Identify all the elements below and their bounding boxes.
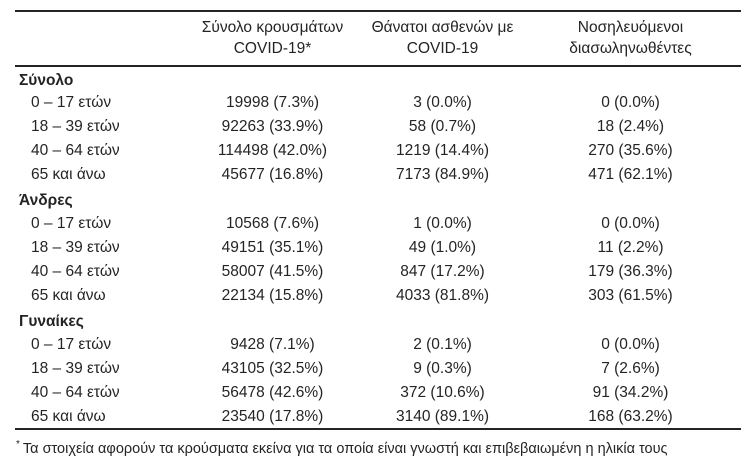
age-label: 18 – 39 ετών <box>31 360 120 377</box>
table-footnote: * Τα στοιχεία αφορούν τα κρούσματα εκείνα… <box>15 430 741 458</box>
intubated-cell: 18 (2.4%) <box>596 118 665 135</box>
group-label-total: Σύνολο <box>19 71 74 89</box>
column-header-deaths-line2: COVID-19 <box>406 40 479 57</box>
covid-age-sex-stats-table: Σύνολο κρουσμάτων COVID-19* Θάνατοι ασθε… <box>15 10 741 430</box>
table-row: 0 – 17 ετών 9428 (7.1%) 2 (0.1%) 0 (0.0%… <box>15 333 741 357</box>
cases-cell: 9428 (7.1%) <box>230 336 315 353</box>
age-label: 40 – 64 ετών <box>31 263 120 280</box>
cases-cell: 45677 (16.8%) <box>221 166 324 183</box>
column-header-intubated-line2: διασωληνωθέντες <box>569 40 692 57</box>
table-row: 65 και άνω 45677 (16.8%) 7173 (84.9%) 47… <box>15 163 741 187</box>
intubated-cell: 168 (63.2%) <box>588 407 673 425</box>
group-row-women: Γυναίκες <box>15 308 741 333</box>
column-header-intubated: Νοσηλευόμενοι διασωληνωθέντες <box>520 11 741 66</box>
deaths-cell: 3140 (89.1%) <box>395 407 490 425</box>
report-page: Σύνολο κρουσμάτων COVID-19* Θάνατοι ασθε… <box>15 10 741 458</box>
group-label-men: Άνδρες <box>19 192 73 209</box>
column-header-deaths-line1: Θάνατοι ασθενών με <box>371 19 514 36</box>
intubated-cell: 179 (36.3%) <box>588 263 673 280</box>
deaths-cell: 4033 (81.8%) <box>395 287 490 304</box>
cases-cell: 114498 (42.0%) <box>217 142 328 159</box>
table-row: 65 και άνω 22134 (15.8%) 4033 (81.8%) 30… <box>15 284 741 308</box>
column-header-cases-line2: COVID-19* <box>233 40 312 57</box>
group-label-women: Γυναίκες <box>19 313 84 330</box>
deaths-cell: 1 (0.0%) <box>413 215 472 232</box>
table-row: 40 – 64 ετών 56478 (42.6%) 372 (10.6%) 9… <box>15 381 741 405</box>
age-label: 65 και άνω <box>31 287 106 304</box>
cases-cell: 22134 (15.8%) <box>221 287 324 304</box>
age-label: 40 – 64 ετών <box>31 384 120 401</box>
table-row: 18 – 39 ετών 43105 (32.5%) 9 (0.3%) 7 (2… <box>15 357 741 381</box>
age-label: 0 – 17 ετών <box>31 94 112 111</box>
age-label: 0 – 17 ετών <box>31 336 112 353</box>
deaths-cell: 7173 (84.9%) <box>395 166 490 183</box>
column-header-cases-line1: Σύνολο κρουσμάτων <box>201 19 344 36</box>
group-row-men: Άνδρες <box>15 187 741 212</box>
age-label: 40 – 64 ετών <box>31 142 120 159</box>
group-row-total: Σύνολο <box>15 66 741 91</box>
age-label: 65 και άνω <box>31 166 106 183</box>
intubated-cell: 91 (34.2%) <box>592 384 669 401</box>
footnote-asterisk: * <box>16 439 20 450</box>
intubated-cell: 0 (0.0%) <box>601 94 660 111</box>
age-label: 18 – 39 ετών <box>31 239 120 256</box>
table-row: 0 – 17 ετών 10568 (7.6%) 1 (0.0%) 0 (0.0… <box>15 212 741 236</box>
intubated-cell: 7 (2.6%) <box>601 360 660 377</box>
column-header-deaths: Θάνατοι ασθενών με COVID-19 <box>365 11 520 66</box>
table-row: 18 – 39 ετών 49151 (35.1%) 49 (1.0%) 11 … <box>15 236 741 260</box>
deaths-cell: 49 (1.0%) <box>408 239 477 256</box>
intubated-cell: 0 (0.0%) <box>601 215 660 232</box>
table-row: 40 – 64 ετών 114498 (42.0%) 1219 (14.4%)… <box>15 139 741 163</box>
age-label: 18 – 39 ετών <box>31 118 120 135</box>
table-body: Σύνολο 0 – 17 ετών 19998 (7.3%) 3 (0.0%)… <box>15 66 741 429</box>
cases-cell: 10568 (7.6%) <box>225 215 320 232</box>
cases-cell: 58007 (41.5%) <box>221 263 324 280</box>
intubated-cell: 270 (35.6%) <box>588 142 673 159</box>
age-label: 0 – 17 ετών <box>31 215 112 232</box>
table-row: 40 – 64 ετών 58007 (41.5%) 847 (17.2%) 1… <box>15 260 741 284</box>
deaths-cell: 58 (0.7%) <box>408 118 477 135</box>
deaths-cell: 847 (17.2%) <box>400 263 485 280</box>
footnote-text: Τα στοιχεία αφορούν τα κρούσματα εκείνα … <box>22 440 668 457</box>
cases-cell: 43105 (32.5%) <box>221 360 324 377</box>
column-header-intubated-line1: Νοσηλευόμενοι <box>577 19 684 36</box>
cases-cell: 56478 (42.6%) <box>221 384 324 401</box>
header-row: Σύνολο κρουσμάτων COVID-19* Θάνατοι ασθε… <box>15 11 741 66</box>
cases-cell: 49151 (35.1%) <box>221 239 324 256</box>
intubated-cell: 303 (61.5%) <box>588 287 673 304</box>
column-header-empty <box>15 11 180 66</box>
deaths-cell: 1219 (14.4%) <box>395 142 490 159</box>
table-row: 0 – 17 ετών 19998 (7.3%) 3 (0.0%) 0 (0.0… <box>15 91 741 115</box>
cases-cell: 19998 (7.3%) <box>225 94 320 111</box>
cases-cell: 23540 (17.8%) <box>221 407 324 425</box>
age-label: 65 και άνω <box>31 407 106 425</box>
intubated-cell: 0 (0.0%) <box>601 336 660 353</box>
cases-cell: 92263 (33.9%) <box>221 118 324 135</box>
deaths-cell: 9 (0.3%) <box>413 360 472 377</box>
deaths-cell: 2 (0.1%) <box>413 336 472 353</box>
column-header-cases: Σύνολο κρουσμάτων COVID-19* <box>180 11 365 66</box>
table-header: Σύνολο κρουσμάτων COVID-19* Θάνατοι ασθε… <box>15 11 741 66</box>
table-row: 18 – 39 ετών 92263 (33.9%) 58 (0.7%) 18 … <box>15 115 741 139</box>
intubated-cell: 471 (62.1%) <box>588 166 673 183</box>
deaths-cell: 372 (10.6%) <box>400 384 485 401</box>
table-row: 65 και άνω 23540 (17.8%) 3140 (89.1%) 16… <box>15 405 741 429</box>
deaths-cell: 3 (0.0%) <box>413 94 472 111</box>
intubated-cell: 11 (2.2%) <box>597 239 664 256</box>
